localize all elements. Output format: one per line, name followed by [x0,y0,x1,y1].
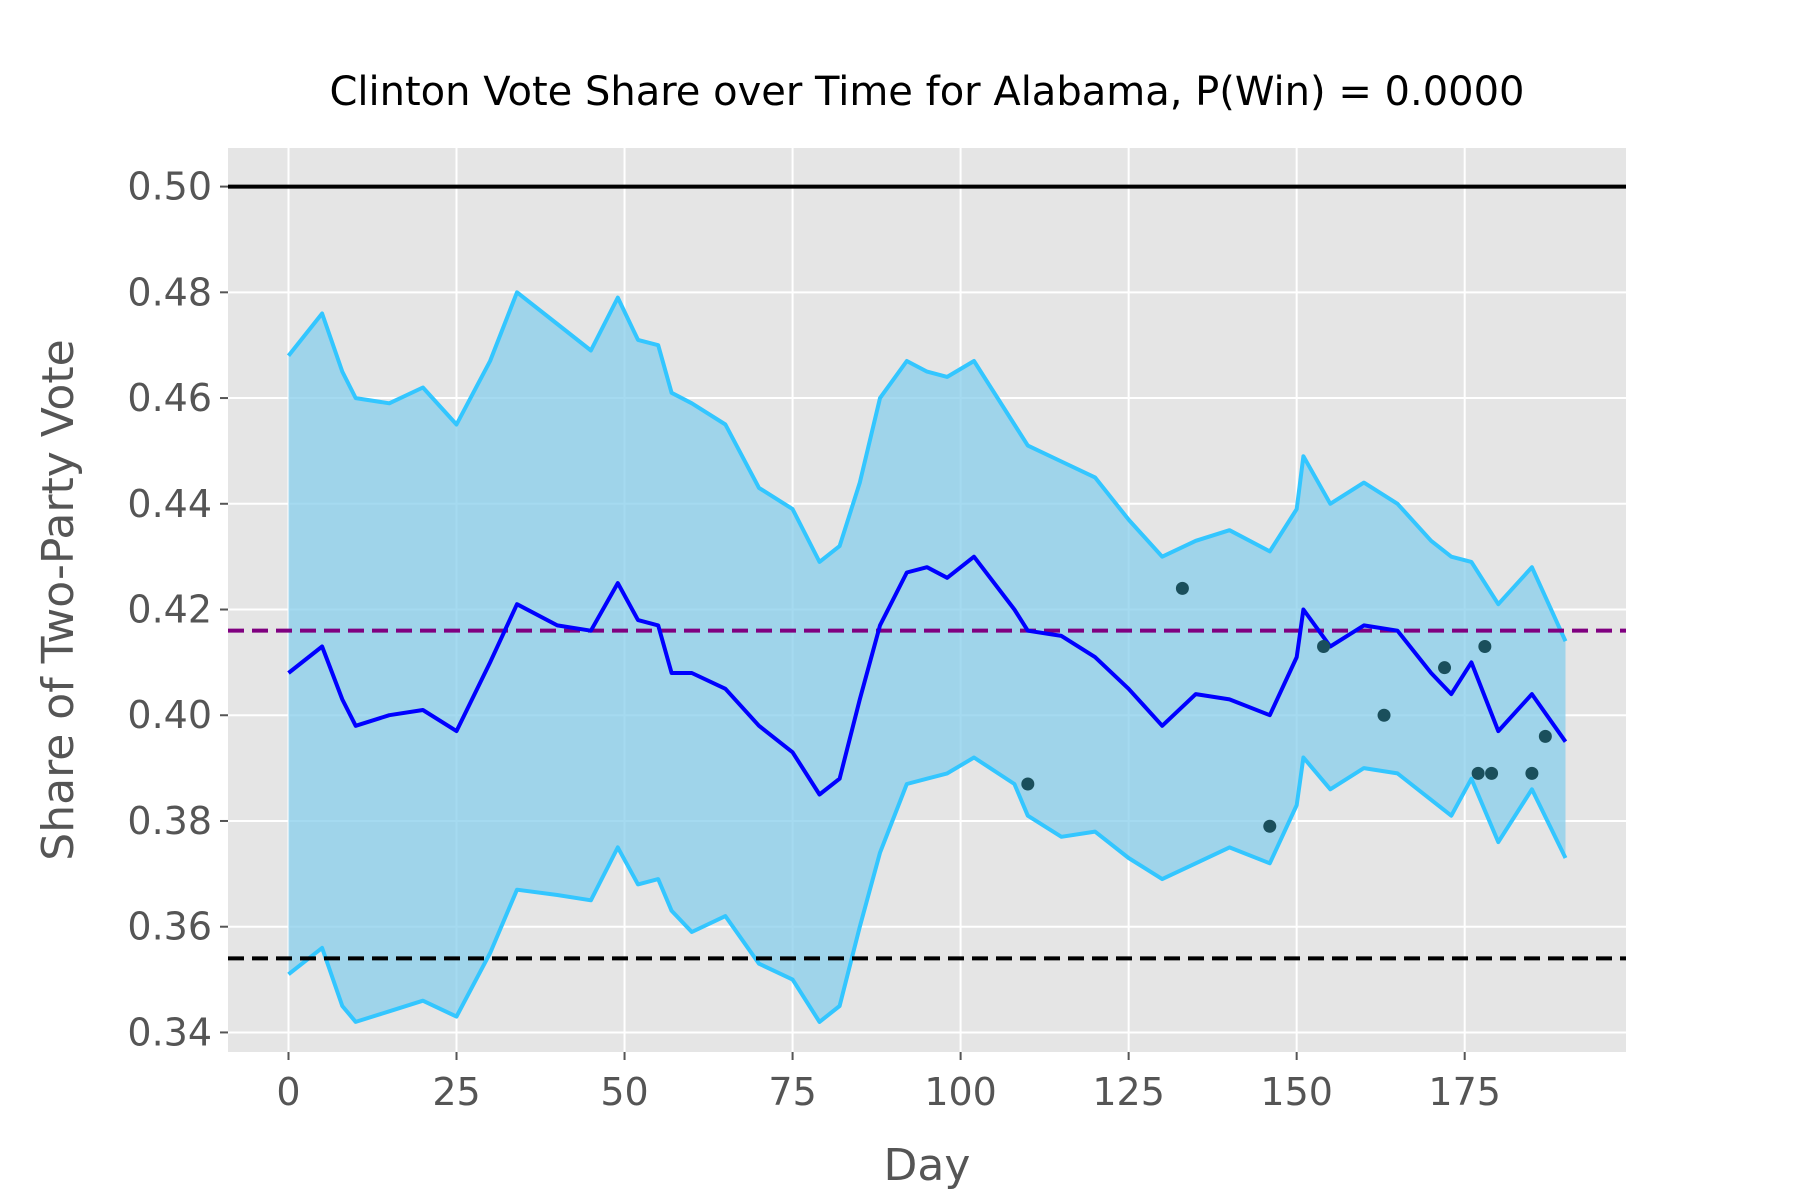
x-axis-label: Day [884,1140,971,1191]
x-tick-label: 125 [1092,1070,1165,1114]
upper-bound-line [286,290,1568,643]
mean-line [287,554,1568,797]
y-axis-label: Share of Two-Party Vote [33,339,84,860]
x-tick-label: 175 [1428,1070,1501,1114]
y-tick-label: 0.34 [127,1010,212,1054]
x-tick-label: 150 [1260,1070,1333,1114]
y-tick-label: 0.38 [127,799,212,843]
poll-point [1485,766,1499,780]
y-tick-label: 0.50 [127,165,212,209]
poll-point [1377,708,1391,722]
x-axis-ticks: 0 25 50 75 100 125 150 175 [276,1052,1501,1114]
poll-point [1263,819,1277,833]
y-tick-label: 0.40 [127,693,212,737]
poll-points [1021,581,1552,833]
poll-point [1438,661,1452,675]
y-axis-ticks: 0.34 0.36 0.38 0.40 0.42 0.44 0.46 0.48 0.50 [127,165,228,1054]
chart-title: Clinton Vote Share over Time for Alabama… [329,69,1524,115]
x-tick-label: 75 [768,1070,816,1114]
poll-point [1538,729,1552,743]
poll-point [1478,640,1492,654]
poll-point [1317,640,1331,654]
y-tick-label: 0.36 [127,905,212,949]
poll-point [1525,766,1539,780]
poll-point [1471,766,1485,780]
y-tick-label: 0.42 [127,588,212,632]
x-tick-label: 25 [432,1070,480,1114]
x-tick-label: 100 [924,1070,997,1114]
y-tick-label: 0.48 [127,270,212,314]
poll-point [1021,777,1035,791]
y-tick-label: 0.44 [127,482,212,526]
mean-series [287,554,1568,797]
x-tick-label: 0 [276,1070,300,1114]
y-tick-label: 0.46 [127,376,212,420]
lower-bound-line [287,755,1568,1024]
band-fill [288,292,1566,1022]
poll-point [1175,581,1189,595]
confidence-band [286,290,1568,1024]
x-tick-label: 50 [600,1070,648,1114]
